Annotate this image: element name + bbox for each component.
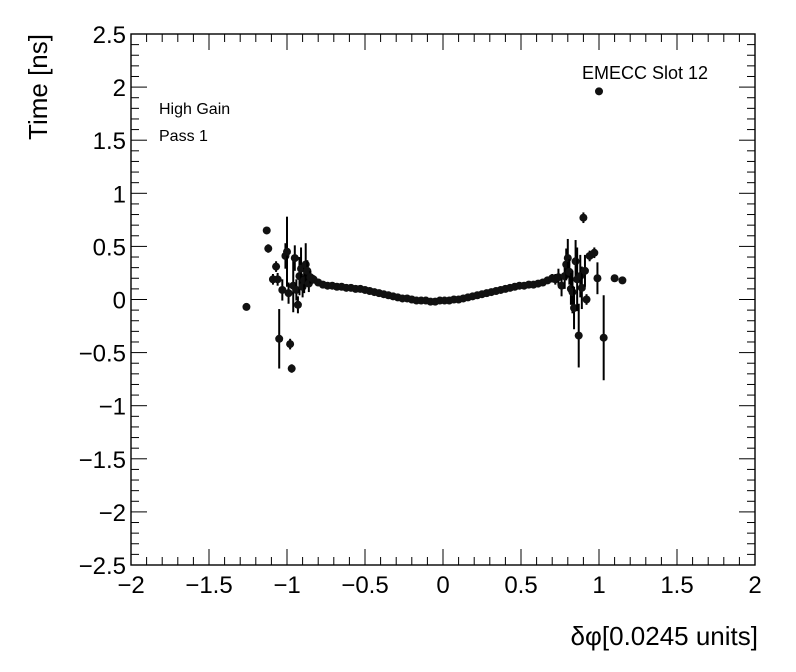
data-point xyxy=(264,244,273,253)
data-points xyxy=(242,87,627,381)
y-tick-label: 2.5 xyxy=(93,22,126,49)
data-point xyxy=(554,273,563,282)
y-tick-label: 0.5 xyxy=(93,234,126,261)
data-point xyxy=(618,276,627,285)
data-point xyxy=(574,331,583,340)
data-point xyxy=(590,248,599,257)
x-tick-label: −0.5 xyxy=(341,572,388,599)
x-tick-label: 2 xyxy=(748,572,761,599)
data-point xyxy=(272,262,281,271)
x-tick-label: −2 xyxy=(117,572,144,599)
data-point xyxy=(595,87,603,96)
y-tick-label: −1.5 xyxy=(79,447,126,474)
data-point xyxy=(563,254,572,263)
x-tick-label: 1.5 xyxy=(660,572,693,599)
data-point xyxy=(262,226,271,235)
y-tick-label: 2 xyxy=(113,75,126,102)
data-point xyxy=(579,213,588,222)
data-point xyxy=(570,303,579,312)
data-point xyxy=(582,295,591,304)
data-point xyxy=(577,283,586,292)
y-tick-label: −1 xyxy=(99,394,126,421)
x-tick-label: 0.5 xyxy=(504,572,537,599)
data-point xyxy=(284,289,293,298)
x-tick-label: 0 xyxy=(436,572,449,599)
data-point xyxy=(568,288,577,297)
data-point xyxy=(571,257,580,266)
data-point xyxy=(275,334,284,343)
y-tick-label: −2.5 xyxy=(79,553,126,580)
x-tick-label: −1.5 xyxy=(185,572,232,599)
data-point xyxy=(293,300,302,309)
data-point xyxy=(580,266,589,275)
data-point xyxy=(242,302,251,311)
data-point xyxy=(599,333,608,342)
data-point xyxy=(283,247,291,256)
y-tick-labels: 2.5 2 1.5 1 0.5 0 −0.5 −1 −1.5 −2 −2.5 xyxy=(79,22,126,580)
annotation-slot: EMECC Slot 12 xyxy=(582,63,708,83)
y-tick-label: 1.5 xyxy=(93,128,126,155)
annotation-pass: Pass 1 xyxy=(159,128,208,145)
y-axis-title: Time [ns] xyxy=(23,34,53,140)
x-tick-label: 1 xyxy=(592,572,605,599)
y-tick-label: −0.5 xyxy=(79,341,126,368)
y-tick-label: 0 xyxy=(113,288,126,315)
data-point xyxy=(290,254,299,263)
x-tick-labels: −2 −1.5 −1 −0.5 0 0.5 1 1.5 2 xyxy=(117,572,761,599)
data-point xyxy=(593,274,602,283)
x-axis-title: δφ[0.0245 units] xyxy=(571,621,758,651)
data-point xyxy=(610,274,619,283)
y-tick-label: 1 xyxy=(113,181,126,208)
data-point xyxy=(286,340,295,349)
data-point xyxy=(303,266,312,275)
annotation-high-gain: High Gain xyxy=(159,101,230,118)
data-point xyxy=(278,285,287,294)
y-tick-label: −2 xyxy=(99,500,126,527)
axis-ticks xyxy=(130,33,756,566)
data-point xyxy=(557,281,566,290)
data-point xyxy=(292,285,301,294)
data-point xyxy=(287,364,296,373)
data-point xyxy=(273,275,282,284)
x-tick-label: −1 xyxy=(273,572,300,599)
